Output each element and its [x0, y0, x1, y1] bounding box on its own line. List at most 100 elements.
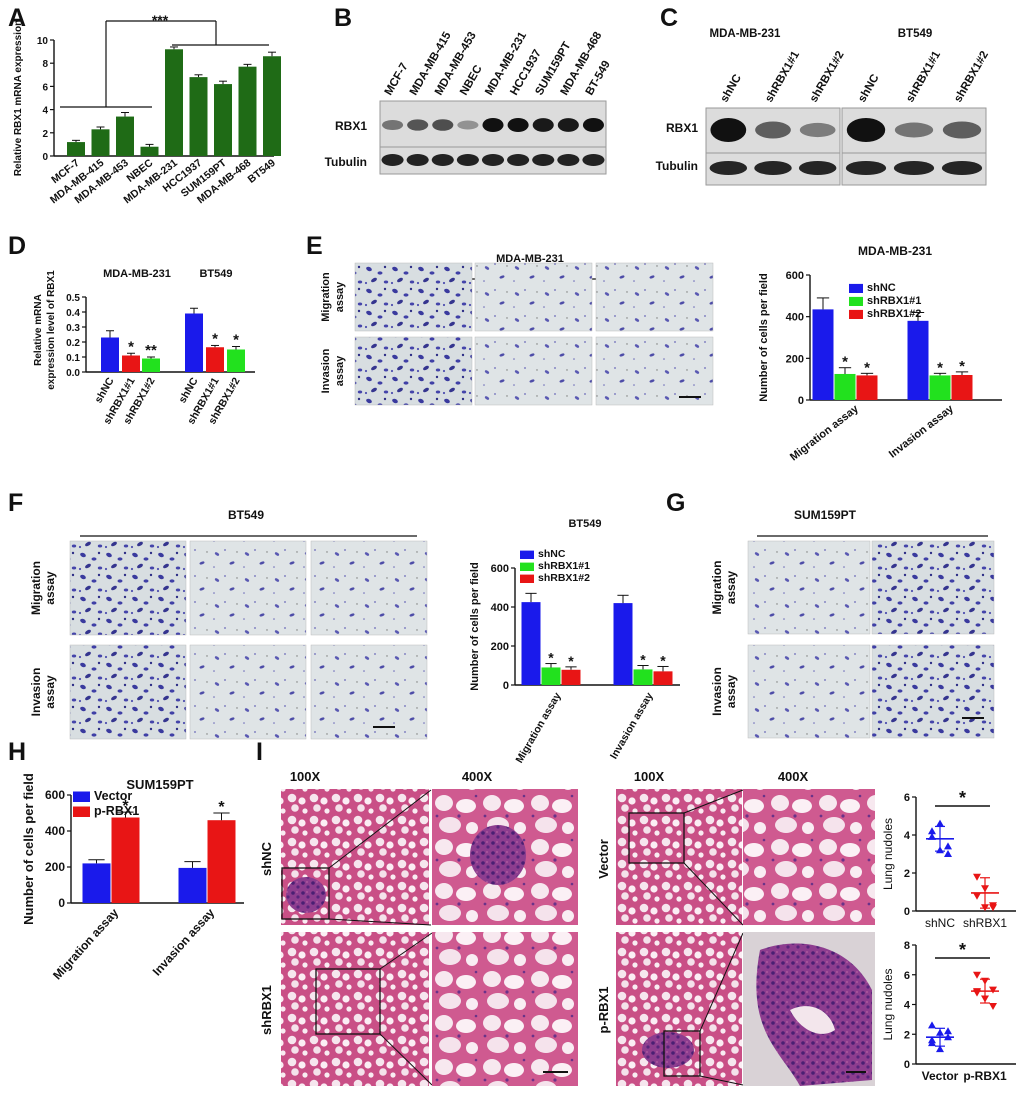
- micrograph-0-0: [69, 540, 187, 636]
- grp-significance: *: [660, 652, 666, 668]
- i-dot-y-axis-title: Lung nudoles: [881, 818, 895, 890]
- grp-y-tick-label: 600: [491, 563, 509, 575]
- i-shnc-lesion: [286, 877, 326, 913]
- i-dot-significance: *: [959, 940, 966, 960]
- c-lane-label: shRBX1#2: [808, 49, 847, 104]
- i-dot-category: p-RBX1: [963, 1069, 1007, 1083]
- panel-letter-F: F: [8, 489, 23, 517]
- panel-letter-H: H: [8, 738, 26, 766]
- grp-legend-label: shRBX1#1: [538, 560, 590, 572]
- grp-bar: [521, 602, 541, 685]
- b-lane-label: BT-549: [584, 59, 613, 98]
- grp-significance: *: [842, 354, 848, 371]
- a-bar: [238, 66, 257, 156]
- panel-letter-D: D: [8, 232, 26, 260]
- micro-row-label: assay: [334, 355, 346, 386]
- i-dot-point: [936, 819, 944, 827]
- micrograph-2-1: [310, 644, 428, 740]
- d-bar: [122, 355, 140, 372]
- i-dot-y-tick-label: 6: [904, 970, 910, 982]
- i-row-label: shNC: [259, 841, 274, 876]
- b-band-tubulin: [431, 154, 454, 166]
- i-shrbx1-400x: [432, 932, 578, 1086]
- i-dot-significance: *: [959, 788, 966, 808]
- i-dot-point: [973, 971, 981, 979]
- i-zoom-box: [628, 812, 685, 864]
- i-dot-point: [981, 977, 989, 985]
- i-dot-point: [928, 1021, 936, 1029]
- grp-y-axis-title: Number of cells per field: [469, 562, 481, 690]
- b-band-rbx1: [407, 119, 429, 131]
- grp-bar: [178, 867, 207, 903]
- micro-row-label: assay: [724, 570, 738, 604]
- b-band-tubulin: [406, 154, 429, 166]
- d-bar: [227, 349, 245, 372]
- i-dot-point: [973, 989, 981, 997]
- grp-significance: *: [122, 798, 129, 815]
- i-dot-point: [989, 986, 997, 994]
- grp-y-tick-label: 200: [491, 641, 509, 653]
- b-band-tubulin: [507, 154, 530, 166]
- i-zoom-box: [663, 1030, 701, 1077]
- micrograph-1-1: [871, 644, 995, 739]
- micro-row-label: Invasion: [320, 348, 332, 393]
- d-y-tick-label: 0.0: [66, 368, 80, 379]
- a-bar: [214, 84, 232, 156]
- c-lane-label: shRBX1#2: [952, 49, 991, 104]
- panel-letter-G: G: [666, 489, 685, 517]
- grp-bar: [613, 603, 633, 685]
- i-zoom-line: [683, 789, 744, 814]
- micro-row-label: assay: [43, 571, 57, 605]
- d-significance: *: [128, 338, 134, 355]
- grp-bar: [951, 375, 973, 400]
- grp-bar: [541, 667, 561, 685]
- micro-row-label: Invasion: [710, 667, 724, 716]
- c-band-rbx1: [710, 118, 747, 142]
- a-y-tick-label: 8: [42, 59, 48, 70]
- micrograph-0-0: [747, 540, 871, 635]
- c-band-tubulin: [941, 161, 983, 175]
- panel-letter-A: A: [8, 4, 26, 32]
- grp-legend-swatch: [849, 283, 863, 293]
- b-band-rbx1: [382, 119, 404, 131]
- grp-legend-swatch: [520, 550, 534, 559]
- a-bar: [67, 142, 85, 156]
- i-dot-y-axis-title: Lung nudoles: [881, 968, 895, 1040]
- c-group-label: BT549: [898, 28, 933, 40]
- i-zoom-line: [683, 862, 744, 926]
- grp-legend-swatch: [73, 791, 90, 802]
- grp-y-tick-label: 0: [58, 896, 65, 910]
- d-y-tick-label: 0.3: [66, 323, 80, 334]
- c-band-rbx1: [942, 121, 982, 139]
- a-y-tick-label: 0: [42, 152, 48, 163]
- d-bar: [185, 313, 203, 372]
- b-band-rbx1: [532, 118, 554, 132]
- grp-legend-label: shRBX1#2: [867, 308, 921, 320]
- d-y-axis-title: expression level of RBX1: [46, 270, 57, 390]
- grp-significance: *: [218, 799, 225, 816]
- i-dot-point: [936, 1045, 944, 1053]
- grp-bar: [907, 320, 929, 400]
- micrograph-0-1: [354, 336, 473, 406]
- i-dot-point: [944, 842, 952, 850]
- c-lane-label: shNC: [719, 72, 744, 104]
- i-dot-point: [981, 995, 989, 1003]
- panel-letter-E: E: [306, 232, 323, 260]
- a-bar: [165, 49, 183, 156]
- i-dot-point: [989, 1002, 997, 1010]
- grp-y-tick-label: 400: [45, 824, 65, 838]
- micrograph-1-1: [474, 336, 593, 406]
- b-band-tubulin: [582, 154, 605, 166]
- d-bar: [206, 347, 224, 372]
- micro-row-label: Migration: [710, 561, 724, 615]
- grp-category-label: Invasion assay: [150, 905, 218, 978]
- grp-legend-swatch: [849, 309, 863, 319]
- a-y-tick-label: 4: [42, 106, 48, 117]
- i-dot-point: [973, 873, 981, 881]
- micrograph-0-1: [69, 644, 187, 740]
- c-band-tubulin: [893, 161, 935, 175]
- d-y-tick-label: 0.4: [66, 308, 80, 319]
- micrograph-1-0: [474, 262, 593, 332]
- micro-title: BT549: [228, 508, 264, 522]
